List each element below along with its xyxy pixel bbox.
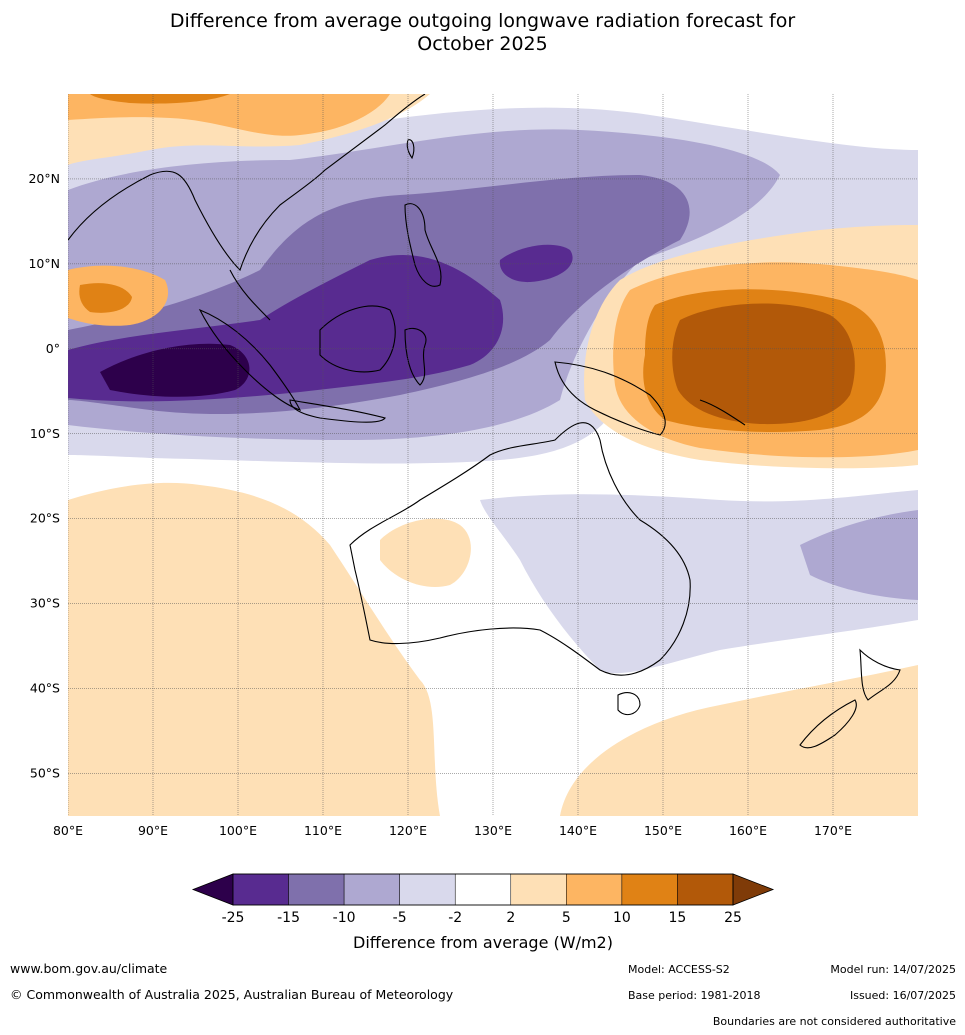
lon-tick-label: 130°E [474, 823, 512, 838]
anomaly-region-dark-orange-north [90, 94, 230, 104]
tasmania-coastline [617, 692, 641, 716]
disclaimer-text: Boundaries are not considered authoritat… [712, 1015, 956, 1028]
colorbar-swatch [510, 873, 567, 906]
colorbar-over-extension [732, 873, 775, 906]
colorbar-tick-label: -2 [448, 910, 462, 926]
anomaly-region-darkest-purple [100, 343, 250, 397]
new-zealand-south-coastline [799, 699, 857, 749]
colorbar-swatch [621, 873, 678, 906]
website-text: www.bom.gov.au/climate [10, 961, 168, 976]
lon-tick-label: 100°E [219, 823, 257, 838]
model-run-text: Model run: 14/07/2025 [830, 963, 956, 976]
sulawesi-coastline [404, 327, 427, 386]
new-zealand-north-coastline [859, 648, 901, 701]
longitude-labels: 80°E 90°E 100°E 110°E 120°E 130°E 140°E 150°E 16… [53, 823, 852, 838]
anomaly-region-light-orange-southeast [560, 665, 918, 816]
copyright-text: © Commonwealth of Australia 2025, Austra… [10, 987, 454, 1002]
new-guinea-coastline [554, 361, 666, 436]
anomaly-region-dark-purple-north [499, 244, 573, 283]
colorbar-outline [232, 873, 734, 906]
colorbar-swatch [232, 873, 289, 906]
lon-tick-label: 120°E [389, 823, 427, 838]
lat-tick-label: 20°S [30, 511, 60, 526]
map-area [68, 94, 918, 816]
lon-tick-label: 150°E [644, 823, 682, 838]
colorbar-swatch [566, 873, 623, 906]
philippines-coastline [404, 203, 442, 287]
taiwan-coastline [406, 139, 415, 160]
anomaly-region-dark-orange-west [79, 283, 132, 313]
borneo-coastline [319, 305, 396, 373]
java-coastline [289, 399, 386, 423]
lon-tick-label: 140°E [559, 823, 597, 838]
base-period-text: Base period: 1981-2018 [628, 989, 761, 1002]
colorbar-tick-label: -15 [277, 910, 300, 926]
anomaly-region-light-orange-south [68, 482, 440, 816]
colorbar-tick-label: 2 [506, 910, 515, 926]
lat-tick-label: 30°S [30, 596, 60, 611]
coastlines [68, 94, 901, 749]
lon-tick-label: 110°E [304, 823, 342, 838]
colorbar-tick-label: 10 [613, 910, 631, 926]
colorbar-under-extension [191, 873, 234, 906]
latitude-labels: 20°N 10°N 0° 10°S 20°S 30°S 40°S 50°S [28, 171, 60, 781]
colorbar-swatch [288, 873, 345, 906]
anomaly-region-brown-pacific [672, 303, 855, 425]
solomon-islands-coastline [699, 399, 746, 426]
australia-coastline [349, 422, 691, 676]
lon-tick-label: 80°E [53, 823, 83, 838]
lat-tick-label: 10°S [30, 426, 60, 441]
model-text: Model: ACCESS-S2 [628, 963, 730, 976]
sumatra-coastline [198, 308, 302, 411]
colorbar-swatch [399, 873, 456, 906]
malay-peninsula-coastline [229, 269, 271, 321]
anomaly-region-orange-north [68, 94, 390, 136]
lat-tick-label: 10°N [28, 256, 60, 271]
anomaly-region-light-orange-australia [380, 518, 471, 588]
colorbar-swatch [343, 873, 400, 906]
colorbar-tick-label: 5 [562, 910, 571, 926]
colorbar-title: Difference from average (W/m2) [353, 933, 613, 952]
lat-tick-label: 50°S [30, 766, 60, 781]
colorbar-tick-label: 25 [724, 910, 742, 926]
colorbar-tick-label: -5 [393, 910, 407, 926]
title-line-2: October 2025 [417, 33, 548, 55]
colorbar-tick-label: 15 [669, 910, 687, 926]
colorbar-swatch [454, 873, 512, 906]
lon-tick-label: 90°E [138, 823, 168, 838]
colorbar-tick-label: -25 [222, 910, 245, 926]
lat-tick-label: 40°S [30, 681, 60, 696]
anomaly-region-light-purple-australia [480, 490, 918, 674]
anomaly-region-mid-purple-east [800, 510, 918, 600]
lat-tick-label: 0° [46, 341, 60, 356]
issued-text: Issued: 16/07/2025 [849, 989, 956, 1002]
chart-title: Difference from average outgoing longwav… [0, 10, 965, 56]
lat-tick-label: 20°N [28, 171, 60, 186]
colorbar-tick-label: -10 [333, 910, 356, 926]
graticule [68, 94, 918, 816]
colorbar-swatch [677, 873, 734, 906]
lon-tick-label: 160°E [729, 823, 767, 838]
title-line-1: Difference from average outgoing longwav… [169, 10, 796, 32]
asia-mainland-coastline [68, 94, 426, 272]
lon-tick-label: 170°E [814, 823, 852, 838]
